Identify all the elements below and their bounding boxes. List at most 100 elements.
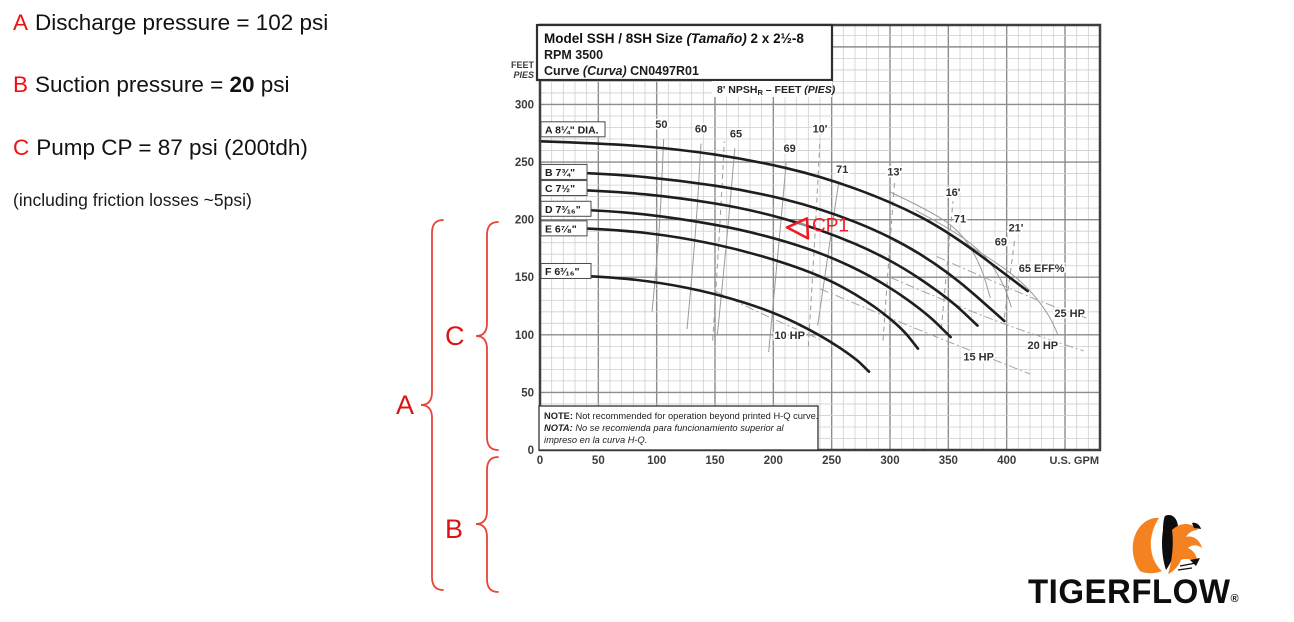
efficiency-line [651,139,665,312]
impeller-label-box [540,163,588,180]
y-tick: 200 [515,215,534,227]
brace-a [420,219,444,591]
x-tick: 200 [764,455,783,467]
pump-curve-C [538,187,979,327]
logo-wordmark: TIGERFLOW® [1028,572,1239,612]
x-axis-unit: U.S. GPM [1049,455,1099,467]
suction-pressure-pre: Suction pressure = [35,72,230,97]
chart-data-label: 10 HP [774,330,805,342]
chart-data-label: 71 [836,164,848,176]
x-tick: 150 [705,455,724,467]
impeller-label-box [540,220,588,237]
npsh-line [940,201,954,330]
note-l2-bold: NOTA: [544,423,573,433]
tiger-left-stripe [1132,517,1162,574]
impeller-label-E: E 6⁷⁄₈" [545,223,577,235]
chart-data-label: 21' [1009,223,1024,235]
brace-label-a: A [396,390,414,420]
tigerflow-logo: TIGERFLOW® [1022,488,1294,618]
chart-data-label: 65 EFF% [1019,263,1065,275]
efficiency-npsh-hp-lines [651,138,1089,375]
efficiency-line [889,191,991,299]
brace-b [475,456,499,593]
impeller-label-D: D 7³⁄₁₆" [545,204,581,216]
impeller-label-box [540,200,592,217]
efficiency-line [768,162,787,353]
chart-data-label: 69 [784,143,796,155]
note-line3: impreso en la curva H-Q. [544,435,647,445]
y-tick: 250 [515,157,534,169]
y-tick: 0 [528,445,534,457]
registered-mark: ® [1230,592,1240,606]
note-l1-bold: NOTE: [544,411,573,421]
pump-cp-text: Pump CP = 87 psi (200tdh) [36,135,308,160]
efficiency-line [941,228,1059,336]
curve-code: CN0497R01 [627,64,699,78]
chart-data-label: 13' [887,166,902,178]
hp-line [889,276,1084,352]
chart-model-title: Model SSH / 8SH Size (Tamaño) 2 x 2½-8 [544,31,804,46]
tiger-nose [1190,558,1200,566]
chart-data-label: 20 HP [1028,340,1059,352]
note-box [538,405,819,451]
discharge-pressure-text: Discharge pressure = 102 psi [35,10,329,35]
pump-curve-D [538,206,952,339]
chart-data-label: 16' [946,187,961,199]
npsh-line [807,138,821,347]
suction-pressure-line: B Suction pressure = 20 psi [13,72,290,98]
cp1-marker: CP1 [785,215,849,240]
curve-labels: 50 60 65 69 71 71 69 65 EFF% 10' 13' 16' 21' 10 HP 15… [540,117,1087,365]
npsh-line [882,180,896,341]
pump-curve-B [538,169,1006,323]
axis-ticks: 300 250 200 150 100 50 00 50 100 150 200 250 300 350 4… [515,99,1016,467]
tiger-icon [1132,515,1202,574]
npsh-label-box [712,81,832,97]
brace-label-c: C [445,321,465,351]
x-tick: 50 [592,455,605,467]
efficiency-line [686,143,702,330]
chart-data-label: 65 [730,128,742,140]
pressure-annotations: A Discharge pressure = 102 psi B Suction p… [13,0,493,230]
chart-data-label: 10' [813,124,828,136]
y-tick: 100 [515,330,534,342]
efficiency-line [817,182,840,326]
pump-curve-A [538,140,1029,293]
y-axis-unit-feet: FEET [511,60,535,70]
impeller-label-box [540,180,588,197]
chart-curve-number: Curve (Curva) CN0497R01 [544,64,699,78]
npsh-header-label: 8' NPSHR – FEET (PIES) [717,84,836,97]
hp-line [819,288,1031,375]
tiger-whiskers [1177,562,1197,571]
x-tick: 350 [939,455,958,467]
hp-line [936,256,1089,320]
npsh-pre: 8' NPSH [717,84,757,96]
impeller-label-F: F 6³⁄₁₆" [545,266,580,278]
x-tick: 250 [822,455,841,467]
cp1-triangle-icon [785,217,810,240]
pump-curves [538,140,1029,373]
y-tick: 50 [521,387,534,399]
chart-title-box [535,23,834,82]
y-tick: 300 [515,99,534,111]
y-axis-unit-pies: PIES [513,70,534,80]
x-tick: 300 [880,455,899,467]
npsh-italic: (PIES) [804,84,835,96]
npsh-sub: R [757,88,763,97]
model-size: 2 x 2½-8 [747,31,805,46]
tiger-head [1168,524,1202,574]
efficiency-line [915,209,1012,308]
chart-rpm: RPM 3500 [544,48,603,62]
brace-label-b: B [445,514,463,544]
note-l2-rest: No se recomienda para funcionamiento sup… [573,423,785,433]
chart-data-label: 15 HP [963,352,994,364]
pump-curve-chart: 50 60 65 69 71 71 69 65 EFF% 10' 13' 16' 21' 10 HP 15… [511,23,1102,467]
chart-data-label: 69 [995,237,1007,249]
brace-diagram: A C B [396,219,499,593]
x-tick: 100 [647,455,666,467]
tiger-ear [1192,522,1201,529]
npsh-mid: – FEET [763,84,804,96]
npsh-line [1003,238,1016,318]
y-tick: 150 [515,272,534,284]
efficiency-line [716,148,736,335]
